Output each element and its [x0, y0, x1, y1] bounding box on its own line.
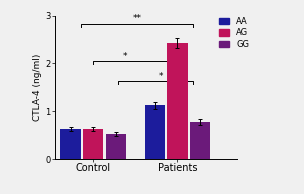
Bar: [106, 134, 126, 159]
Bar: [83, 129, 103, 159]
Text: *: *: [123, 51, 127, 61]
Bar: [168, 43, 188, 159]
Legend: AA, AG, GG: AA, AG, GG: [219, 17, 249, 49]
Y-axis label: CTLA-4 (ng/ml): CTLA-4 (ng/ml): [33, 54, 42, 121]
Bar: [145, 106, 165, 159]
Bar: [190, 122, 210, 159]
Text: *: *: [159, 72, 163, 81]
Text: **: **: [133, 14, 142, 23]
Bar: [60, 129, 81, 159]
